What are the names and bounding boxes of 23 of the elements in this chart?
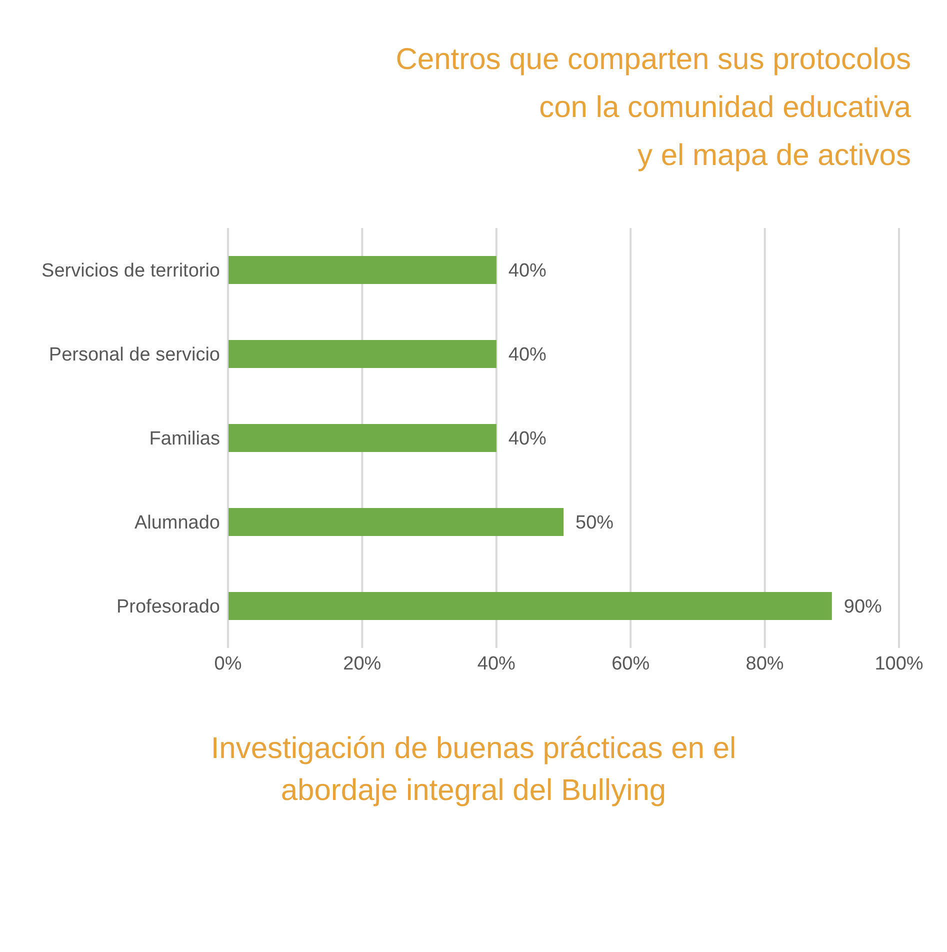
y-tick-label: Alumnado (134, 512, 220, 534)
bar (228, 508, 564, 536)
bar (228, 592, 832, 620)
data-label: 40% (508, 428, 547, 450)
x-tick-label: 80% (746, 653, 784, 674)
data-label: 90% (844, 596, 882, 618)
chart-title: Centros que comparten sus protocolos con la comunidad educativa y el mapa de activos (396, 42, 911, 174)
x-tick-label: 20% (343, 653, 382, 674)
y-tick-label: Servicios de territorio (42, 260, 220, 282)
y-tick-label: Familias (149, 428, 220, 450)
x-tick-label: 60% (612, 653, 650, 674)
data-label: 40% (508, 260, 547, 282)
data-label: 40% (508, 344, 547, 366)
y-tick-label: Personal de servicio (48, 344, 220, 366)
bar (228, 424, 496, 452)
bar (228, 340, 496, 368)
text: Investigación de buenas prácticas en el abordaje integral del Bullying (210, 731, 738, 809)
bar (228, 256, 496, 284)
y-tick-label: Profesorado (116, 596, 220, 618)
x-tick-label: 40% (477, 653, 516, 674)
data-label: 50% (576, 512, 614, 534)
x-tick-label: 0% (214, 653, 242, 674)
x-tick-label: 100% (874, 653, 924, 674)
